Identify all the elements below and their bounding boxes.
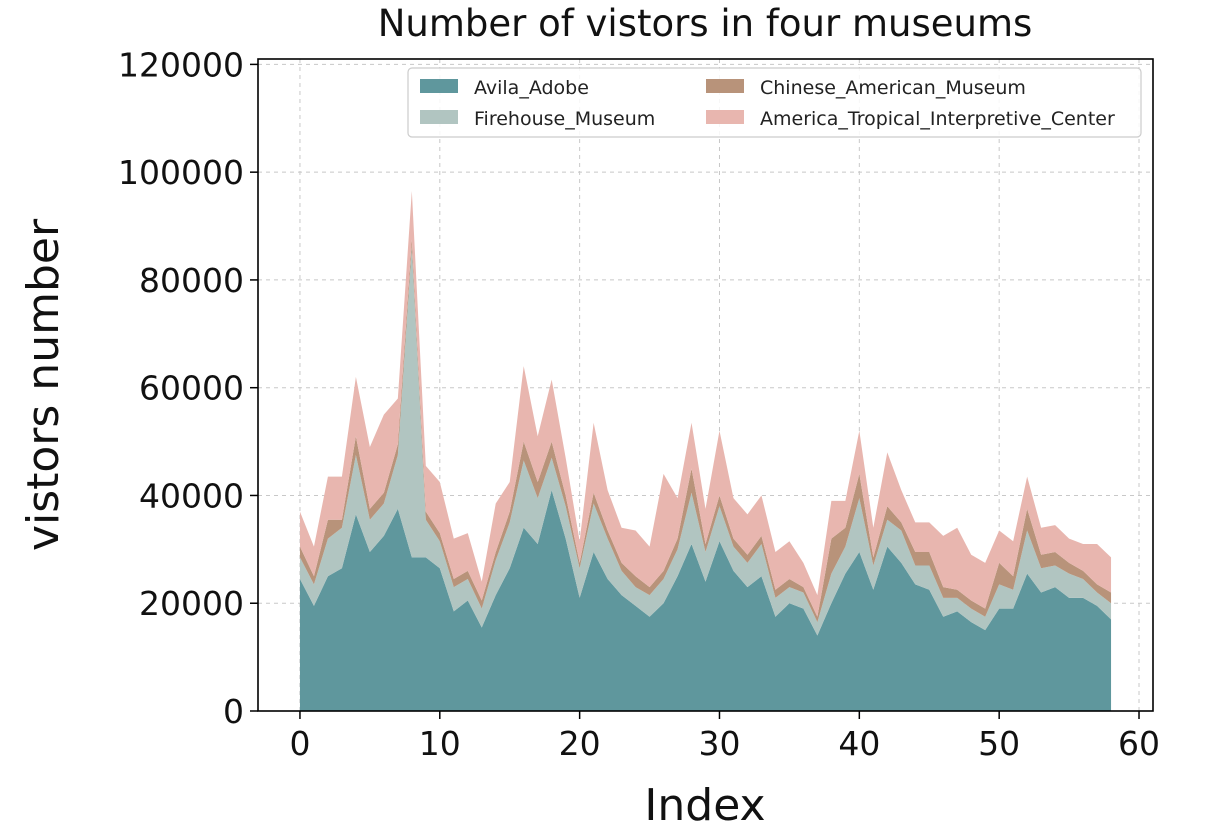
y-tick-label: 120000 <box>118 45 244 84</box>
plot-frame <box>257 58 1154 712</box>
y-tick-label: 0 <box>223 692 244 731</box>
axis-ticks: 0 10 20 30 40 50 60 0 20000 40000 60000 80000 100000… <box>118 45 1160 763</box>
legend-swatch-chinese-american-museum <box>706 79 744 93</box>
chart-title: Number of vistors in four museums <box>378 2 1033 45</box>
x-tick-label: 50 <box>978 724 1020 763</box>
area-firehouse-museum <box>299 247 1112 636</box>
x-tick-label: 0 <box>289 724 310 763</box>
legend-box <box>407 67 1142 138</box>
legend-swatch-avila-adobe <box>420 79 458 93</box>
legend-label-chinese-american-museum: Chinese_American_Museum <box>760 77 1026 99</box>
x-tick-label: 60 <box>1118 724 1160 763</box>
x-tick-label: 30 <box>698 724 740 763</box>
x-axis-label: Index <box>644 780 765 831</box>
x-tick-label: 40 <box>838 724 880 763</box>
x-tick-label: 20 <box>559 724 601 763</box>
y-tick-label: 40000 <box>139 476 244 515</box>
legend-label-america-tropical-interpretive-center: America_Tropical_Interpretive_Center <box>760 108 1115 130</box>
legend-swatch-america-tropical-interpretive-center <box>706 110 744 124</box>
stacked-areas <box>299 191 1112 711</box>
legend-label-firehouse-museum: Firehouse_Museum <box>474 108 655 130</box>
area-america-tropical-interpretive-center <box>299 191 1112 617</box>
area-chinese-american-museum <box>299 239 1112 623</box>
y-tick-label: 100000 <box>118 153 244 192</box>
y-axis-label: vistors number <box>18 218 69 551</box>
legend: Avila_Adobe Firehouse_Museum Chinese_Ameri… <box>407 67 1142 138</box>
area-avila-adobe <box>299 490 1112 711</box>
y-tick-label: 80000 <box>139 261 244 300</box>
legend-swatch-firehouse-museum <box>420 110 458 124</box>
y-tick-label: 20000 <box>139 584 244 623</box>
x-tick-label: 10 <box>419 724 461 763</box>
legend-label-avila-adobe: Avila_Adobe <box>474 77 589 99</box>
y-tick-label: 60000 <box>139 369 244 408</box>
